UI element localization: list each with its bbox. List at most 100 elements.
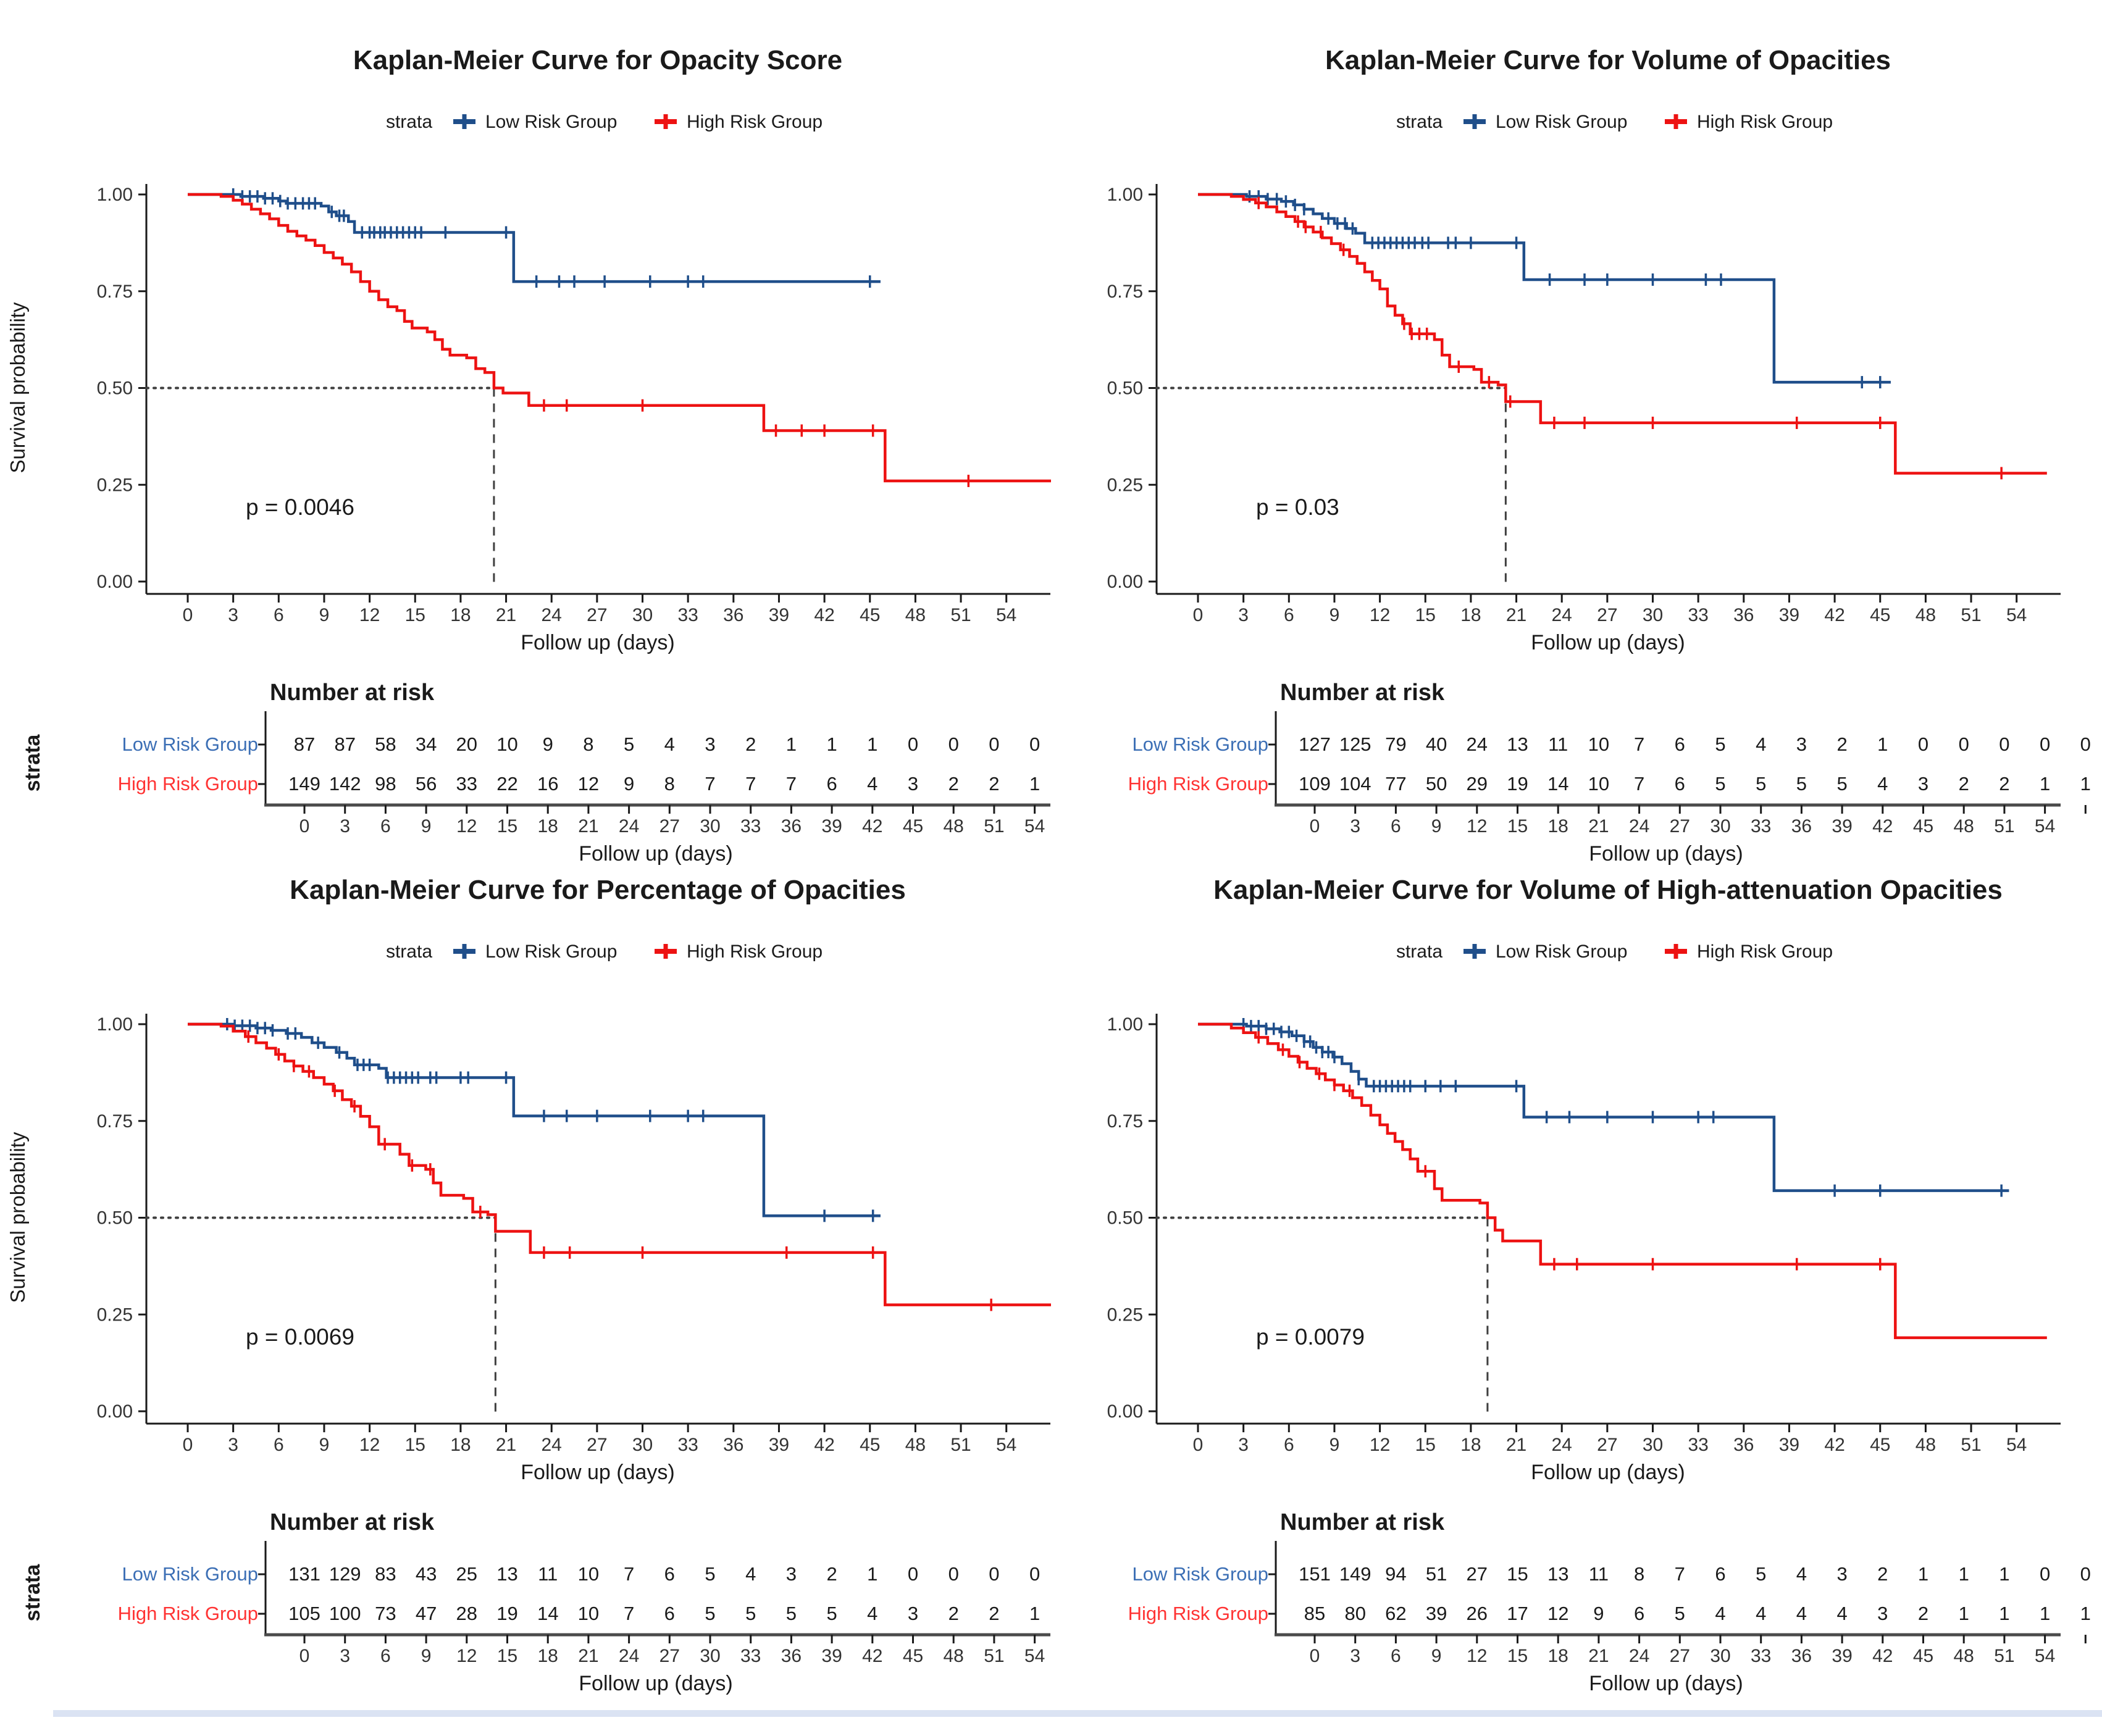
legend-item-label-high: High Risk Group [687,941,823,962]
risk-count: 19 [496,1603,517,1624]
x-tick-label: 48 [905,1435,926,1455]
risk-x-tick-label: 39 [821,816,842,837]
risk-count: 5 [1715,773,1725,795]
p-value-label: p = 0.0079 [1256,1324,1365,1350]
risk-count: 4 [1756,1603,1766,1624]
risk-count: 5 [1836,773,1847,795]
risk-x-tick-label: 0 [1310,1646,1320,1666]
risk-x-tick-label: 33 [740,816,761,837]
x-tick-label: 18 [450,605,471,625]
x-axis-label: Follow up (days) [1531,631,1685,654]
x-tick-label: 0 [1193,605,1204,625]
risk-count: 1 [1918,1563,1928,1585]
risk-count: 85 [1304,1603,1325,1624]
x-tick-label: 27 [1597,605,1617,625]
risk-x-tick-label: 18 [538,1646,558,1666]
x-tick-label: 48 [1916,605,1936,625]
y-tick-label: 0.75 [97,282,133,302]
risk-x-tick-label: 45 [1913,1646,1933,1666]
risk-x-tick-label: 3 [340,1646,350,1666]
x-tick-label: 30 [632,605,653,625]
survival-curve-high [1198,193,2047,475]
x-tick-label: 33 [677,605,698,625]
risk-count: 5 [786,1603,797,1624]
risk-x-tick-label: 18 [1548,1646,1568,1666]
risk-count: 62 [1385,1603,1406,1624]
x-tick-label: 3 [228,605,238,625]
y-axis-label: Survival probability [6,302,29,473]
risk-x-tick-label: 51 [1994,1646,2014,1666]
risk-count: 51 [1426,1563,1447,1585]
risk-count: 2 [1836,733,1847,755]
x-tick-label: 48 [905,605,926,625]
survival-curve-high [1198,1022,2047,1340]
risk-count: 5 [826,1603,837,1624]
y-tick-label: 0.25 [1107,1304,1143,1325]
panel-svg-0: Kaplan-Meier Curve for Opacity Score stra… [6,45,1051,866]
legend-item-label-high: High Risk Group [1697,941,1833,962]
panel-title: Kaplan-Meier Curve for Opacity Score [353,45,842,75]
x-tick-label: 45 [1870,1435,1890,1455]
x-tick-label: 27 [1597,1435,1617,1455]
risk-x-axis-label: Follow up (days) [1589,1672,1743,1695]
risk-count: 87 [294,733,315,755]
x-tick-label: 27 [587,1435,607,1455]
risk-x-tick-label: 51 [984,1646,1004,1666]
y-tick-label: 1.00 [1107,185,1143,205]
risk-x-tick-label: 12 [456,816,477,837]
risk-count: 10 [496,733,517,755]
risk-x-tick-label: 0 [299,816,310,837]
risk-count: 12 [578,773,599,795]
risk-count: 11 [1589,1563,1609,1585]
risk-table-heading: Number at risk [1280,680,1445,706]
risk-count: 6 [664,1563,675,1585]
x-tick-label: 30 [1643,605,1663,625]
risk-count: 1 [1029,1603,1040,1624]
risk-count: 4 [1796,1563,1807,1585]
y-tick-label: 1.00 [97,1014,133,1035]
x-tick-label: 54 [2006,1435,2027,1455]
y-tick-label: 0.25 [1107,475,1143,495]
risk-count: 39 [1426,1603,1447,1624]
x-tick-label: 36 [723,1435,743,1455]
risk-x-tick-label: 42 [1872,1646,1893,1666]
risk-count: 0 [1918,733,1928,755]
x-tick-label: 9 [319,1435,330,1455]
risk-count: 0 [1029,733,1040,755]
risk-x-tick-label: 39 [1832,1646,1852,1666]
risk-count: 9 [1593,1603,1604,1624]
x-axis-label: Follow up (days) [521,631,674,654]
risk-count: 3 [1877,1603,1888,1624]
x-tick-label: 51 [1961,605,1981,625]
risk-count: 2 [948,1603,959,1624]
x-tick-label: 30 [1643,1435,1663,1455]
risk-count: 0 [989,1563,999,1585]
risk-x-tick-label: 33 [740,1646,761,1666]
y-tick-label: 0.00 [1107,572,1143,592]
risk-count: 4 [1756,733,1766,755]
risk-x-tick-label: 42 [862,816,882,837]
risk-count: 1 [1959,1563,1969,1585]
risk-x-tick-label: 33 [1751,816,1771,837]
risk-count: 24 [1467,733,1488,755]
risk-count: 1 [1959,1603,1969,1624]
risk-count: 5 [705,1603,715,1624]
x-tick-label: 9 [1329,605,1340,625]
y-tick-label: 1.00 [97,185,133,205]
risk-count: 0 [2080,1563,2091,1585]
risk-count: 20 [456,733,477,755]
risk-count: 10 [578,1563,599,1585]
risk-count: 11 [538,1563,558,1585]
risk-count: 142 [329,773,361,795]
risk-count: 3 [908,773,918,795]
risk-x-tick-label: 15 [1507,816,1528,837]
x-tick-label: 42 [814,605,834,625]
risk-count: 4 [867,1603,877,1624]
risk-x-tick-label: 36 [1791,816,1812,837]
risk-count: 149 [1339,1563,1371,1585]
x-tick-label: 6 [274,1435,284,1455]
risk-count: 6 [1675,733,1685,755]
risk-row-label-high: High Risk Group [1128,1603,1268,1624]
risk-count: 2 [989,1603,999,1624]
panel-title: Kaplan-Meier Curve for Percentage of Opa… [290,875,906,905]
